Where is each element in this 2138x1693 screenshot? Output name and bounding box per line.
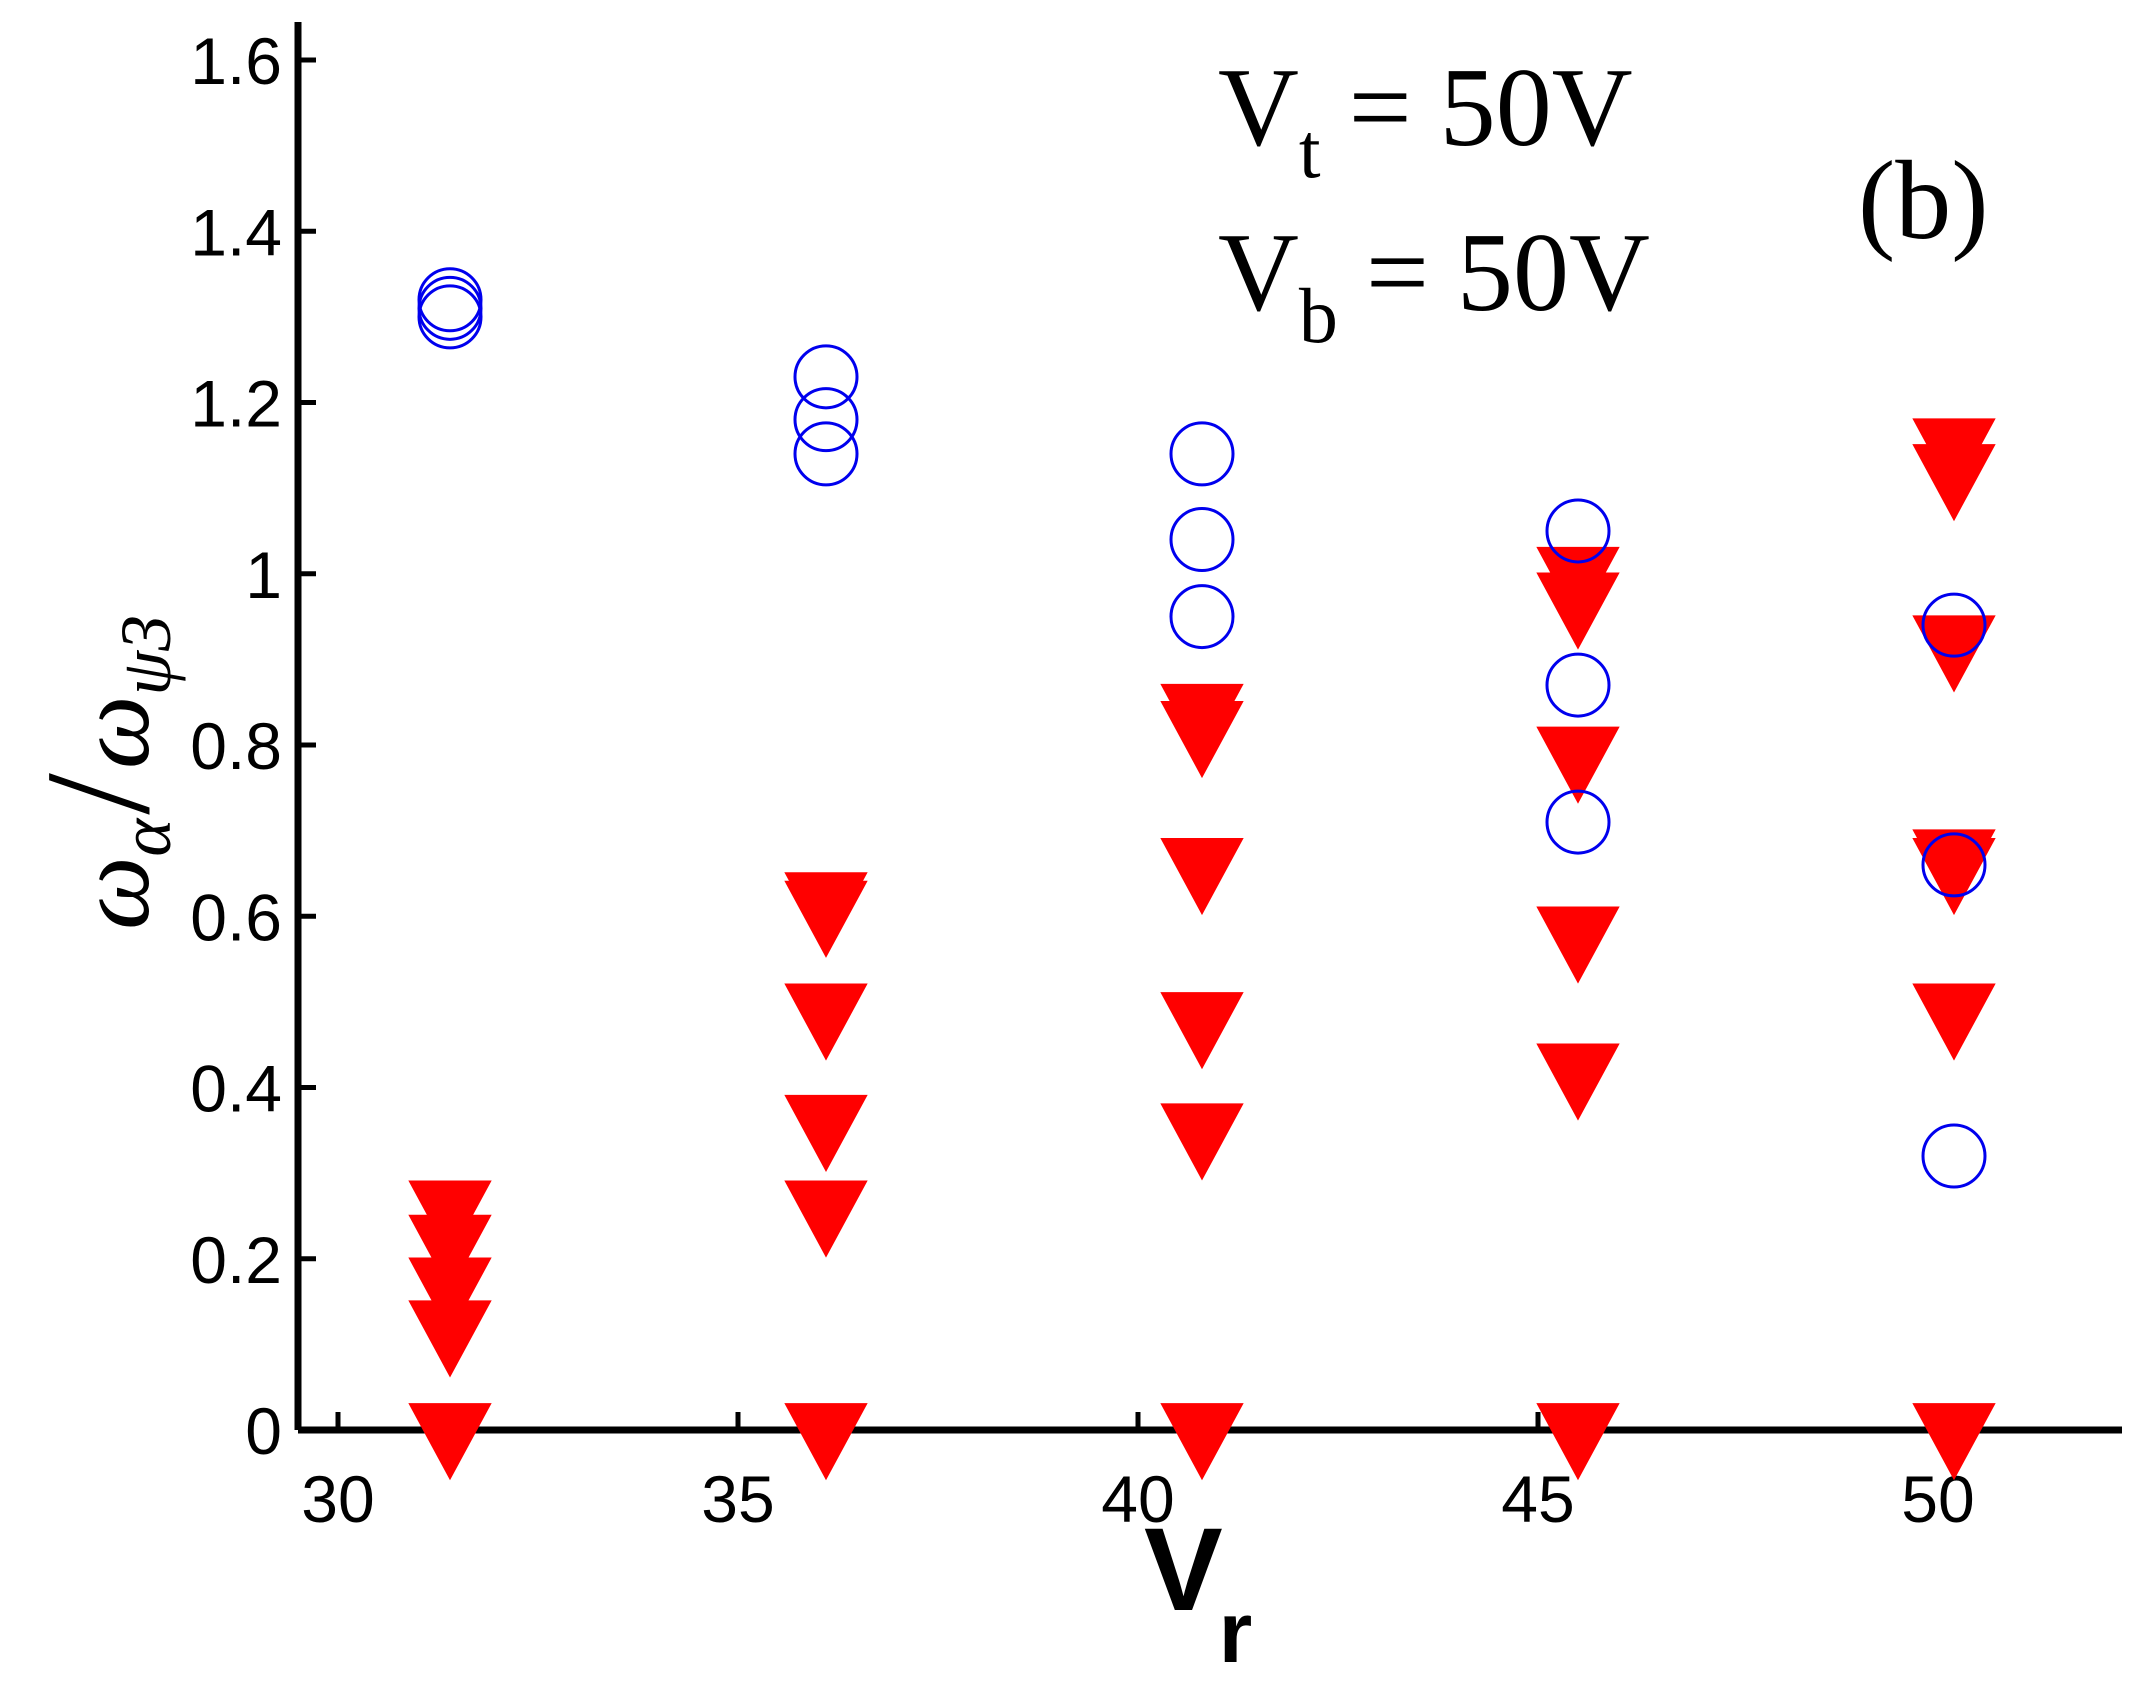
circle-marker: [417, 267, 483, 333]
x-tick-label: 35: [701, 1462, 774, 1536]
circle-marker: [1921, 1123, 1987, 1189]
circle-marker: [1169, 507, 1235, 572]
triangle-marker: [1536, 546, 1620, 624]
y-tick-label: 1.6: [190, 24, 282, 98]
circle-marker: [1545, 789, 1611, 855]
y-tick-label: 1: [245, 538, 282, 612]
panel-label: (b): [1858, 139, 1989, 263]
y-axis-title: ωα/ωψ3: [15, 615, 186, 930]
data-markers: [408, 267, 1996, 1481]
y-ticks: 0 0.2 0.4 0.6 0.8 1 1.2 1.4 1.6: [190, 24, 316, 1468]
triangle-marker: [1160, 837, 1244, 916]
triangle-marker: [1912, 1403, 1996, 1481]
triangle-marker: [408, 1403, 492, 1481]
y-tick-label: 0.2: [190, 1223, 282, 1297]
y-tick-label: 0.4: [190, 1052, 282, 1126]
triangle-marker: [784, 1403, 868, 1481]
triangle-marker: [1160, 683, 1244, 761]
circle-marker: [1545, 498, 1611, 564]
circle-marker: [793, 344, 859, 410]
circle-marker: [1921, 592, 1987, 658]
triangle-marker: [784, 872, 868, 950]
triangle-marker: [1912, 418, 1996, 496]
triangle-marker: [1912, 829, 1996, 907]
triangle-marker: [1536, 906, 1620, 984]
annotation-vb: Vb = 50V: [1218, 211, 1650, 359]
x-ticks: 30 35 40 45 50: [301, 1412, 1975, 1536]
triangle-marker: [1536, 1403, 1620, 1481]
x-tick-label: 50: [1901, 1462, 1974, 1536]
triangle-marker: [1536, 1043, 1620, 1121]
circle-marker: [1545, 652, 1611, 718]
triangle-marker: [784, 983, 868, 1061]
triangle-marker: [1160, 992, 1244, 1070]
x-tick-label: 45: [1501, 1462, 1574, 1536]
triangle-marker: [1160, 1103, 1244, 1181]
triangle-marker: [1160, 1403, 1244, 1481]
y-tick-label: 0.8: [190, 709, 282, 783]
annotation-vt: Vt = 50V: [1218, 46, 1633, 194]
circle-marker: [1169, 421, 1235, 487]
triangle-marker: [1536, 726, 1620, 804]
y-tick-label: 0: [245, 1394, 282, 1468]
circle-marker: [793, 387, 859, 453]
triangle-marker: [784, 1094, 868, 1172]
triangle-marker: [408, 1180, 492, 1258]
triangle-marker: [1912, 983, 1996, 1061]
x-tick-label: 40: [1101, 1462, 1174, 1536]
circle-marker: [793, 421, 859, 487]
triangle-marker: [1912, 615, 1996, 693]
circle-marker: [1921, 832, 1987, 898]
y-tick-label: 1.2: [190, 367, 282, 441]
y-tick-label: 0.6: [190, 880, 282, 954]
triangle-marker: [784, 1180, 868, 1258]
x-tick-label: 30: [301, 1462, 374, 1536]
circle-marker: [1169, 584, 1235, 650]
x-axis-title: Vr: [1144, 1504, 1252, 1681]
y-tick-label: 1.4: [190, 195, 282, 269]
